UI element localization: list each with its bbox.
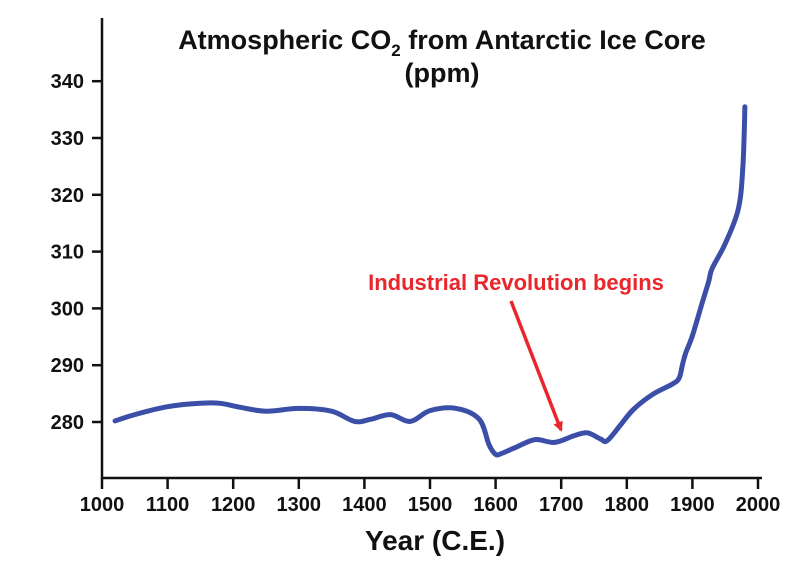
y-tick-label: 320 (51, 185, 84, 207)
x-tick-label: 1500 (408, 494, 453, 516)
x-tick-label: 1400 (342, 494, 387, 516)
chart-title-subscript: 2 (391, 41, 400, 60)
chart-title: Atmospheric CO2 from Antarctic Ice Core (178, 25, 706, 60)
x-axis-title: Year (C.E.) (365, 525, 505, 556)
x-tick-label: 1700 (539, 494, 584, 516)
co2-series-line (112, 104, 748, 458)
x-axis-ticks: 1000 1100 1200 1300 1400 1500 1600 1700 1800 1900… (80, 478, 781, 516)
industrial-revolution-label: Industrial Revolution begins (368, 270, 664, 295)
y-tick-label: 340 (51, 71, 84, 93)
y-tick-label: 310 (51, 242, 84, 264)
y-tick-label: 330 (51, 128, 84, 150)
x-tick-label: 1600 (473, 494, 518, 516)
industrial-revolution-arrow (509, 300, 563, 432)
x-tick-label: 1900 (670, 494, 715, 516)
y-axis-ticks: 280 290 300 310 320 330 340 (51, 71, 102, 434)
chart-title-tail: from Antarctic Ice Core (401, 25, 706, 55)
x-tick-label: 1000 (80, 494, 125, 516)
y-tick-label: 280 (51, 412, 84, 434)
y-tick-label: 290 (51, 355, 84, 377)
x-tick-label: 1800 (605, 494, 650, 516)
y-tick-label: 300 (51, 298, 84, 320)
x-tick-label: 1100 (146, 494, 189, 516)
chart-subtitle-units: (ppm) (405, 58, 480, 88)
chart-title-main: Atmospheric CO (178, 25, 391, 55)
x-tick-label: 2000 (736, 494, 781, 516)
x-tick-label: 1300 (277, 494, 322, 516)
x-tick-label: 1200 (211, 494, 256, 516)
